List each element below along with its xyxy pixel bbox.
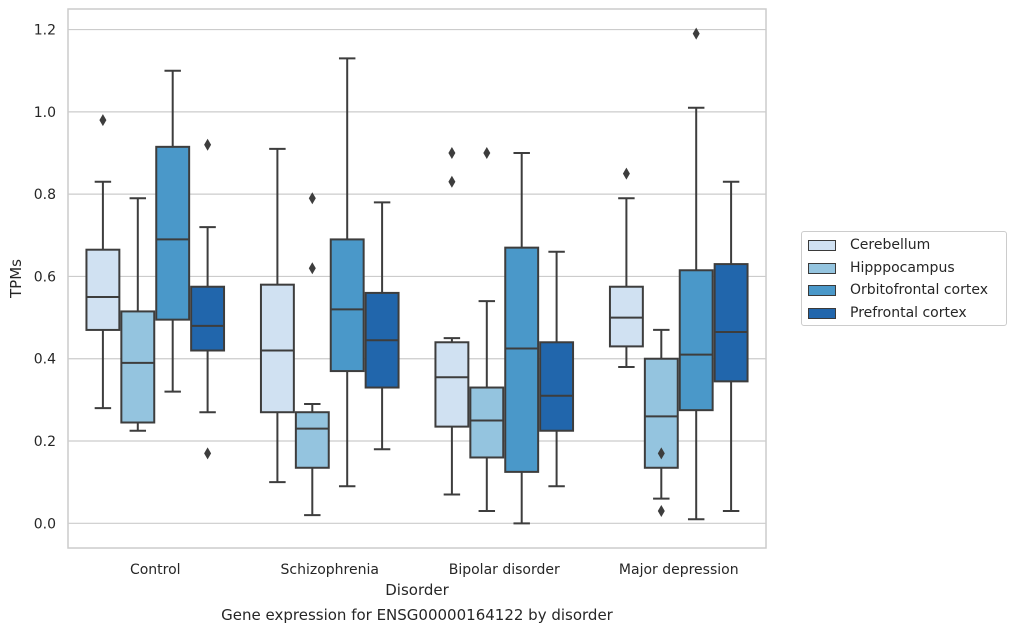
x-tick-label: Control — [130, 562, 181, 578]
box-1-3 — [434, 147, 470, 496]
box-iqr — [85, 248, 121, 331]
outlier-point — [204, 138, 212, 151]
box-iqr — [259, 283, 295, 414]
box-iqr — [155, 145, 191, 321]
outlier-point — [99, 114, 107, 127]
legend-swatch-prefrontal-cortex — [808, 307, 836, 319]
box-3-3 — [504, 152, 540, 525]
box-iqr — [713, 263, 749, 383]
y-axis-title: TPMs — [7, 259, 25, 299]
legend-swatch-cerebellum — [808, 239, 836, 251]
legend-item-orbitofrontal-cortex: Orbitofrontal cortex — [808, 281, 988, 299]
box-iqr — [434, 341, 470, 428]
box-4-1 — [190, 138, 226, 460]
box-series — [85, 27, 749, 525]
legend-item-cerebellum: Cerebellum — [808, 236, 930, 254]
legend-swatch-orbitofrontal-cortex — [808, 284, 836, 296]
box-iqr — [608, 285, 644, 348]
y-tick-label: 0.8 — [34, 187, 56, 203]
plot-frame — [67, 8, 767, 549]
box-iqr — [329, 238, 365, 373]
outlier-point — [308, 262, 316, 275]
outlier-point — [657, 447, 665, 460]
outlier-point — [448, 147, 456, 160]
legend-label-cerebellum: Cerebellum — [850, 237, 931, 253]
legend-swatch-hippocampus — [808, 262, 836, 274]
outlier-point — [622, 167, 630, 180]
box-iqr — [539, 341, 575, 432]
box-2-3 — [469, 147, 505, 512]
box-iqr — [678, 269, 714, 412]
x-tick-label: Major depression — [619, 562, 739, 578]
outlier-point — [657, 504, 665, 517]
box-1-4 — [608, 167, 644, 368]
y-tick-label: 1.2 — [34, 23, 56, 39]
box-iqr — [190, 285, 226, 352]
legend-item-prefrontal-cortex: Prefrontal cortex — [808, 304, 967, 322]
box-iqr — [504, 246, 540, 473]
box-4-3 — [539, 250, 575, 488]
box-2-2 — [294, 192, 330, 517]
figure-caption: Gene expression for ENSG00000164122 by d… — [221, 606, 613, 624]
box-3-4 — [678, 27, 714, 521]
box-3-1 — [155, 69, 191, 393]
y-tick-label: 0.2 — [34, 434, 56, 450]
outlier-point — [483, 147, 491, 160]
legend: Cerebellum Hipppocampus Orbitofrontal co… — [801, 231, 1007, 326]
y-tick-label: 1.0 — [34, 105, 56, 121]
box-iqr — [469, 386, 505, 459]
box-3-2 — [329, 57, 365, 488]
y-tick-label: 0.0 — [34, 516, 56, 532]
outlier-point — [448, 175, 456, 188]
y-tick-label: 0.4 — [34, 352, 56, 368]
box-2-4 — [643, 328, 679, 517]
x-tick-label: Schizophrenia — [281, 562, 379, 578]
box-4-4 — [713, 180, 749, 512]
box-2-1 — [120, 197, 156, 432]
outlier-point — [204, 447, 212, 460]
legend-label-hippocampus: Hipppocampus — [850, 260, 955, 276]
box-1-1 — [85, 114, 121, 410]
legend-label-orbitofrontal-cortex: Orbitofrontal cortex — [850, 282, 988, 298]
outlier-point — [308, 192, 316, 205]
box-1-2 — [259, 147, 295, 484]
outlier-point — [692, 27, 700, 40]
legend-label-prefrontal-cortex: Prefrontal cortex — [850, 305, 967, 321]
legend-item-hippocampus: Hipppocampus — [808, 259, 955, 277]
x-axis-title: Disorder — [385, 581, 449, 599]
axes: 0.0 0.2 0.4 0.6 0.8 1.0 1.2 Control Schizophreni… — [34, 23, 739, 578]
box-4-2 — [364, 201, 400, 451]
x-tick-label: Bipolar disorder — [449, 562, 560, 578]
box-iqr — [294, 411, 330, 469]
box-iqr — [120, 310, 156, 424]
y-tick-label: 0.6 — [34, 269, 56, 285]
